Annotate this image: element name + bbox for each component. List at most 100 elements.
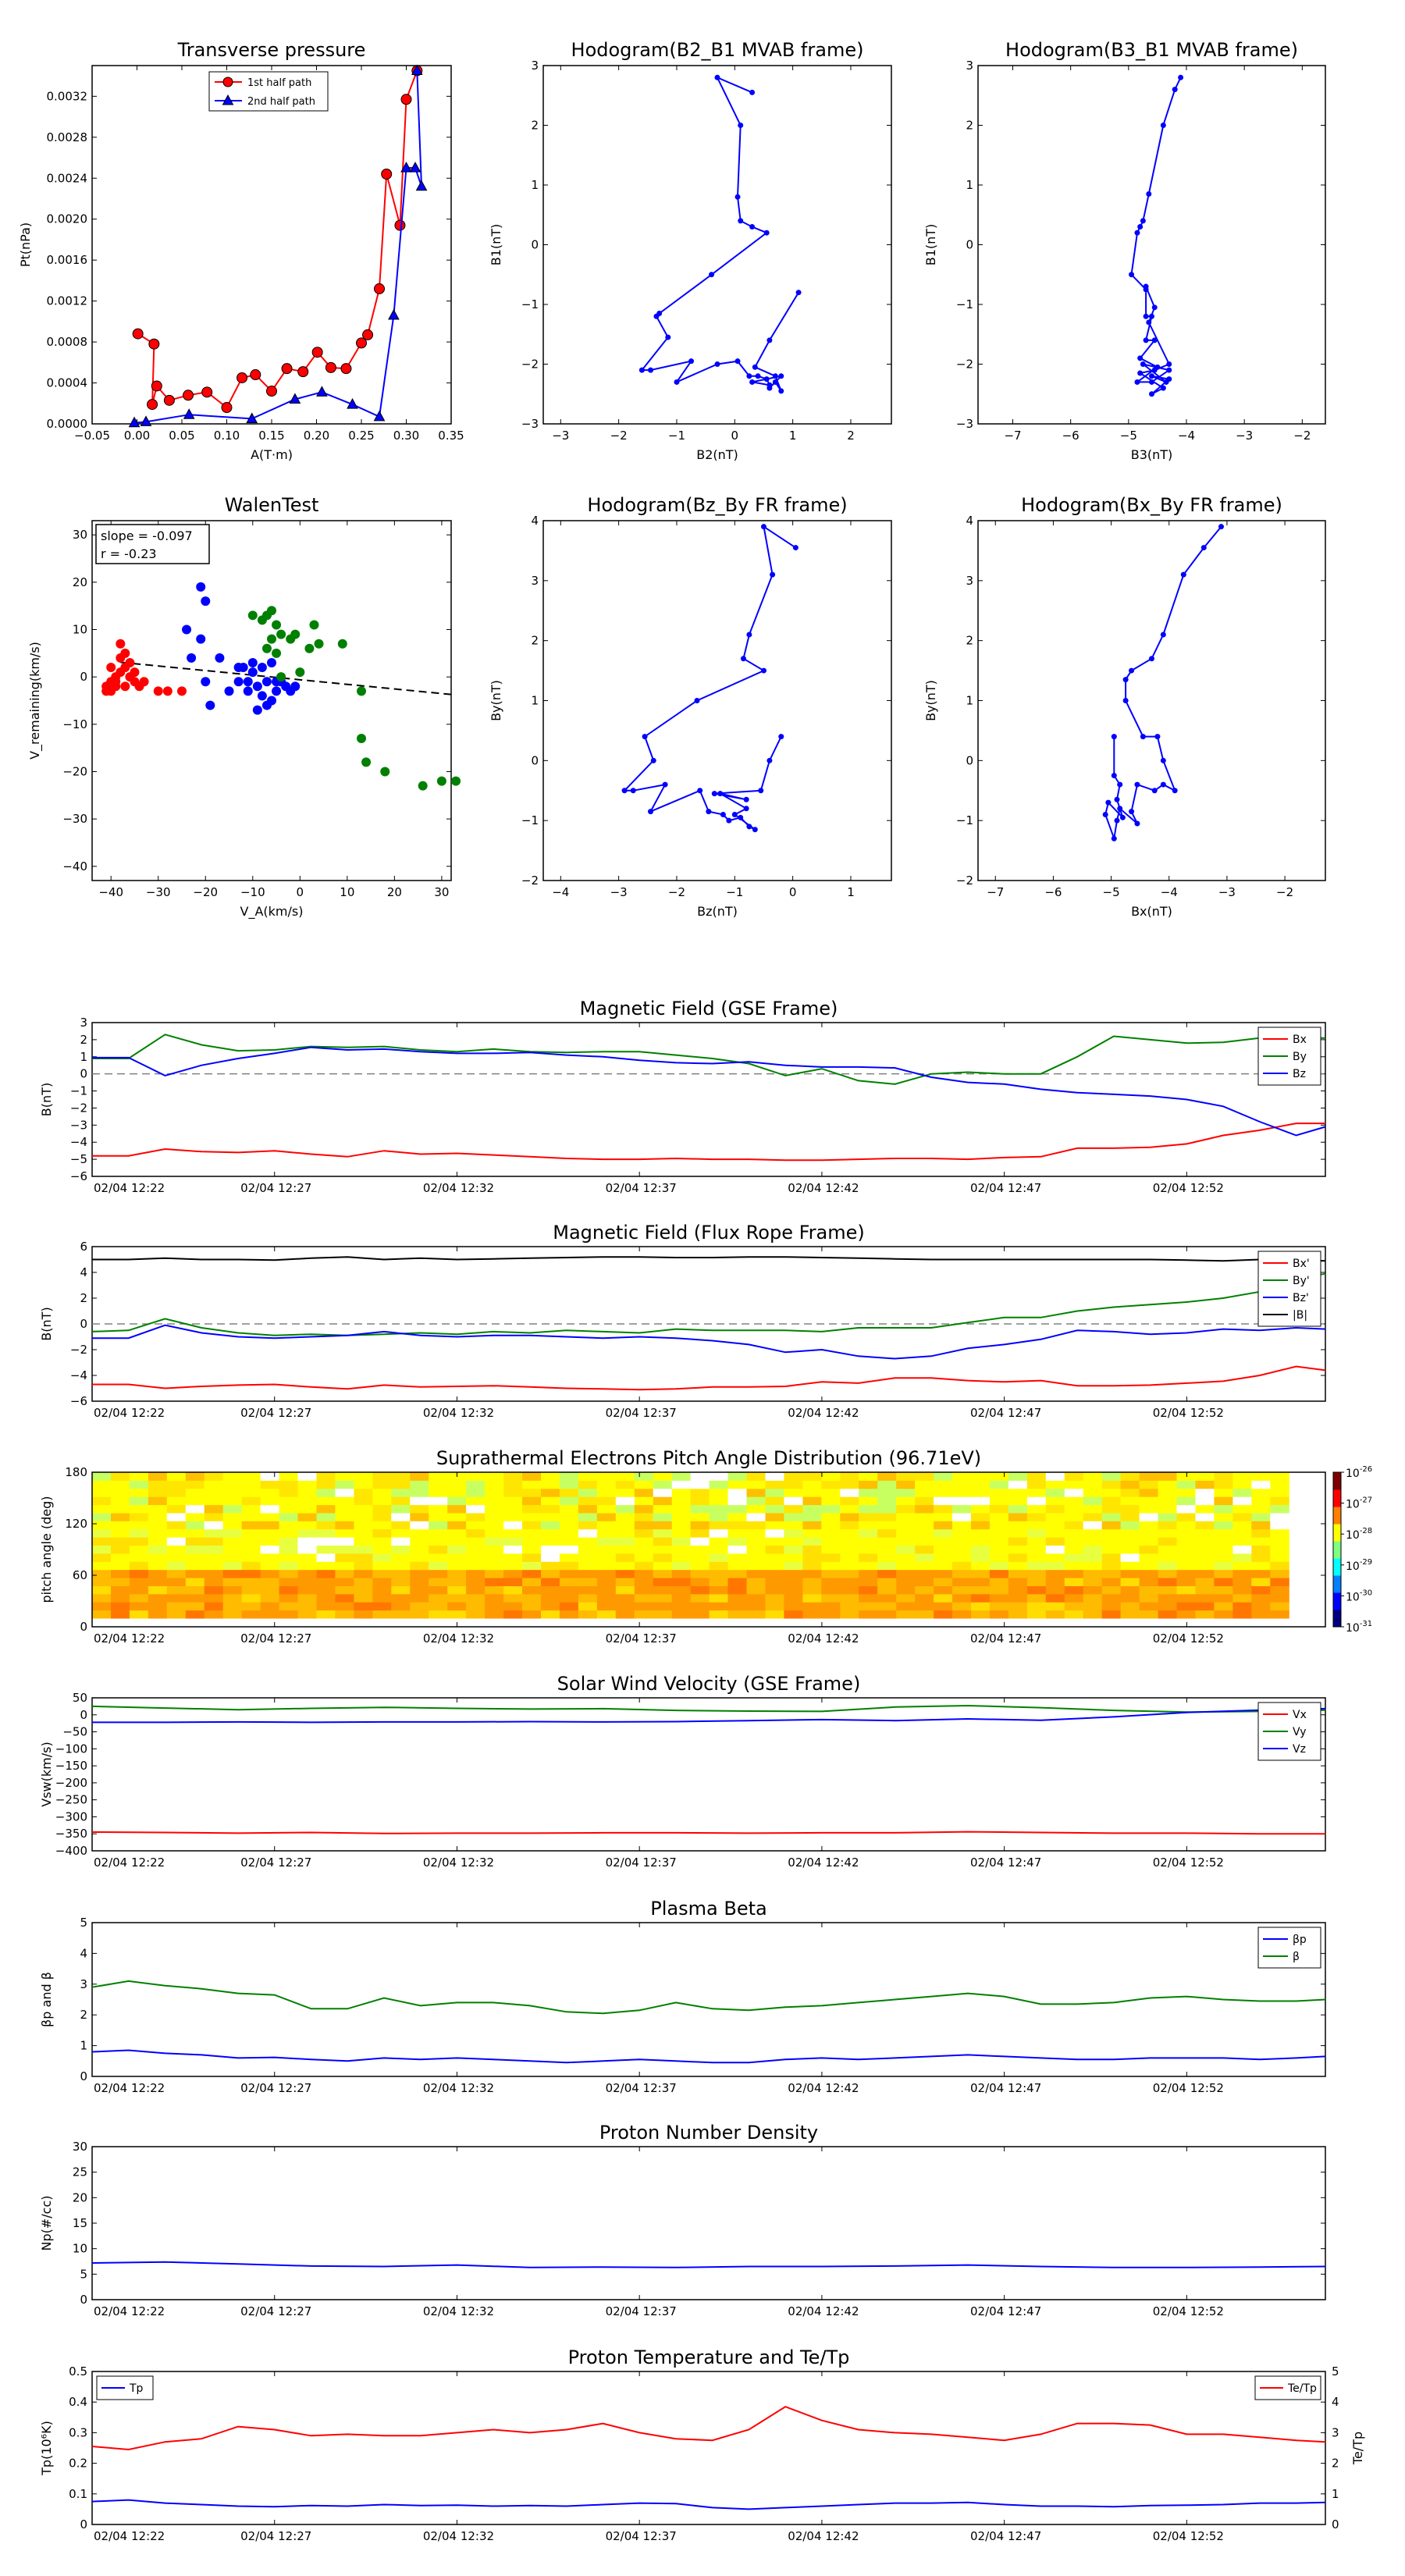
heatmap-cell bbox=[316, 1496, 336, 1506]
heatmap-cell bbox=[1008, 1504, 1028, 1514]
heatmap-cell bbox=[784, 1528, 803, 1538]
heatmap-cell bbox=[1083, 1602, 1103, 1611]
heatmap-cell bbox=[129, 1504, 149, 1514]
magnetic-field-gse-chart-ytick-label: −1 bbox=[70, 1084, 87, 1098]
heatmap-cell bbox=[391, 1480, 411, 1489]
heatmap-cell bbox=[615, 1578, 635, 1586]
heatmap-cell bbox=[447, 1480, 467, 1489]
colorbar-tick-label: 10-29 bbox=[1346, 1558, 1372, 1573]
heatmap-cell bbox=[690, 1537, 710, 1546]
heatmap-cell bbox=[148, 1496, 168, 1506]
heatmap-cell bbox=[522, 1537, 542, 1546]
heatmap-cell bbox=[596, 1504, 617, 1514]
solar-wind-velocity-chart-axes-frame bbox=[91, 1697, 1326, 1852]
data-point bbox=[111, 681, 121, 692]
heatmap-cell bbox=[971, 1472, 991, 1481]
data-point bbox=[163, 394, 175, 406]
heatmap-cell bbox=[1083, 1480, 1103, 1489]
heatmap-cell bbox=[241, 1521, 261, 1530]
data-point bbox=[1143, 283, 1149, 290]
heatmap-cell bbox=[222, 1472, 243, 1481]
heatmap-cell bbox=[185, 1488, 205, 1497]
heatmap-cell bbox=[653, 1472, 673, 1481]
hodogram-bz-by-chart-ytick-label: 2 bbox=[531, 634, 539, 648]
heatmap-cell bbox=[429, 1488, 448, 1497]
heatmap-cell bbox=[1214, 1488, 1233, 1497]
heatmap-cell bbox=[241, 1569, 261, 1578]
heatmap-cell bbox=[1101, 1610, 1122, 1619]
data-point bbox=[1105, 799, 1112, 806]
heatmap-cell bbox=[1176, 1496, 1196, 1506]
heatmap-cell bbox=[92, 1472, 112, 1481]
heatmap-cell bbox=[709, 1593, 729, 1603]
heatmap-cell bbox=[859, 1593, 878, 1603]
heatmap-cell bbox=[1101, 1602, 1122, 1611]
legend-label: Bx bbox=[1293, 1034, 1307, 1046]
heatmap-cell bbox=[466, 1578, 486, 1586]
heatmap-cell bbox=[915, 1553, 934, 1562]
heatmap-cell bbox=[522, 1578, 542, 1586]
heatmap-cell bbox=[671, 1545, 692, 1554]
heatmap-cell bbox=[653, 1545, 673, 1554]
legend-label: 1st half path bbox=[247, 77, 311, 89]
heatmap-cell bbox=[260, 1610, 280, 1619]
heatmap-cell bbox=[260, 1480, 280, 1489]
proton-temperature-chart-ytick-label: 0.3 bbox=[69, 2425, 87, 2439]
heatmap-cell bbox=[410, 1585, 429, 1595]
heatmap-cell bbox=[541, 1553, 560, 1562]
data-point bbox=[357, 686, 366, 696]
heatmap-cell bbox=[1045, 1488, 1065, 1497]
heatmap-cell bbox=[297, 1578, 317, 1586]
data-point bbox=[1160, 757, 1166, 763]
heatmap-cell bbox=[1214, 1610, 1233, 1619]
heatmap-cell bbox=[1045, 1504, 1065, 1514]
heatmap-cell bbox=[241, 1472, 261, 1481]
heatmap-cell bbox=[354, 1602, 373, 1611]
heatmap-cell bbox=[204, 1569, 224, 1578]
heatmap-cell bbox=[615, 1593, 635, 1603]
heatmap-cell bbox=[952, 1528, 972, 1538]
heatmap-cell bbox=[1045, 1585, 1065, 1595]
heatmap-cell bbox=[1195, 1578, 1215, 1586]
data-point bbox=[187, 653, 197, 663]
heatmap-cell bbox=[727, 1472, 747, 1481]
heatmap-cell bbox=[92, 1585, 112, 1595]
heatmap-cell bbox=[222, 1488, 243, 1497]
data-point bbox=[257, 691, 267, 701]
heatmap-cell bbox=[727, 1569, 747, 1578]
heatmap-cell bbox=[372, 1578, 392, 1586]
heatmap-cell bbox=[148, 1610, 168, 1619]
heatmap-cell bbox=[541, 1496, 560, 1506]
heatmap-cell bbox=[410, 1472, 429, 1481]
heatmap-cell bbox=[1083, 1504, 1103, 1514]
heatmap-cell bbox=[92, 1537, 112, 1546]
data-point bbox=[201, 596, 211, 607]
heatmap-cell bbox=[746, 1472, 766, 1481]
heatmap-cell bbox=[859, 1504, 878, 1514]
heatmap-cell bbox=[1008, 1528, 1028, 1538]
heatmap-cell bbox=[297, 1593, 317, 1603]
hodogram-b3-b1-chart-xtick-label: −6 bbox=[1062, 429, 1080, 443]
heatmap-cell bbox=[877, 1561, 897, 1571]
heatmap-cell bbox=[840, 1593, 859, 1603]
heatmap-cell bbox=[727, 1480, 747, 1489]
heatmap-cell bbox=[92, 1561, 112, 1571]
heatmap-cell bbox=[821, 1488, 841, 1497]
heatmap-cell bbox=[989, 1561, 1009, 1571]
heatmap-cell bbox=[1101, 1488, 1122, 1497]
data-point bbox=[243, 677, 253, 687]
heatmap-cell bbox=[185, 1521, 205, 1530]
heatmap-cell bbox=[596, 1602, 617, 1611]
magnetic-field-flux-rope-chart-legend: Bx'By'Bz'|B| bbox=[1257, 1251, 1321, 1327]
heatmap-cell bbox=[466, 1610, 486, 1619]
hodogram-bx-by-chart-xtick-label: −6 bbox=[1044, 885, 1062, 899]
proton-temperature-chart-time-label: 02/04 12:47 bbox=[970, 2529, 1041, 2543]
heatmap-cell bbox=[634, 1561, 654, 1571]
pitch-angle-distribution-chart-time-label: 02/04 12:27 bbox=[240, 1631, 311, 1646]
data-point bbox=[147, 399, 158, 411]
heatmap-cell bbox=[372, 1528, 392, 1538]
legend-label: Bz bbox=[1293, 1068, 1306, 1080]
data-point bbox=[1151, 367, 1158, 373]
heatmap-cell bbox=[802, 1504, 822, 1514]
heatmap-cell bbox=[989, 1496, 1009, 1506]
